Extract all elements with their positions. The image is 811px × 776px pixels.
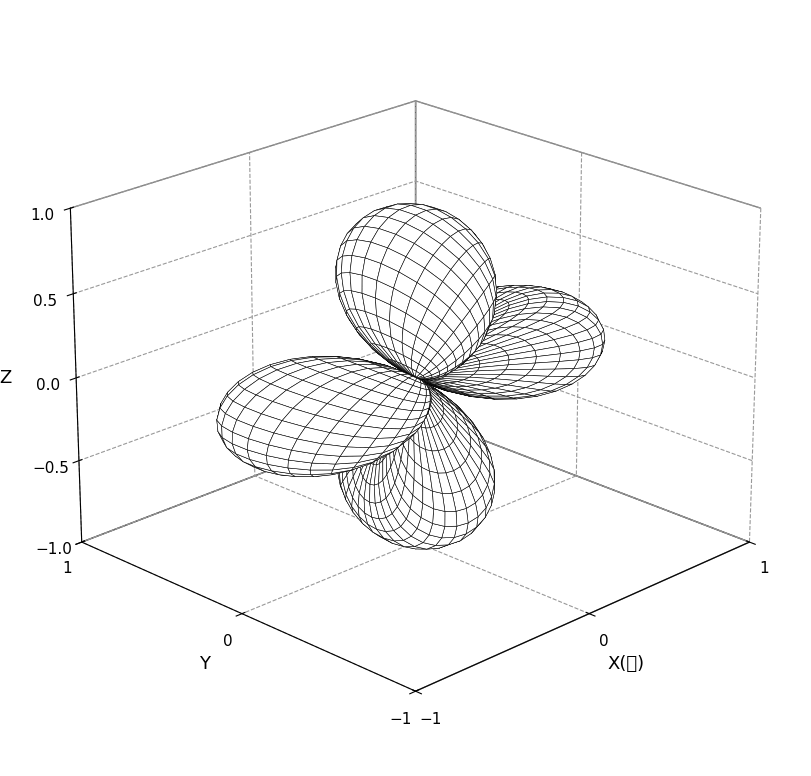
X-axis label: X(北): X(北) (607, 655, 645, 673)
Y-axis label: Y: Y (200, 655, 211, 673)
